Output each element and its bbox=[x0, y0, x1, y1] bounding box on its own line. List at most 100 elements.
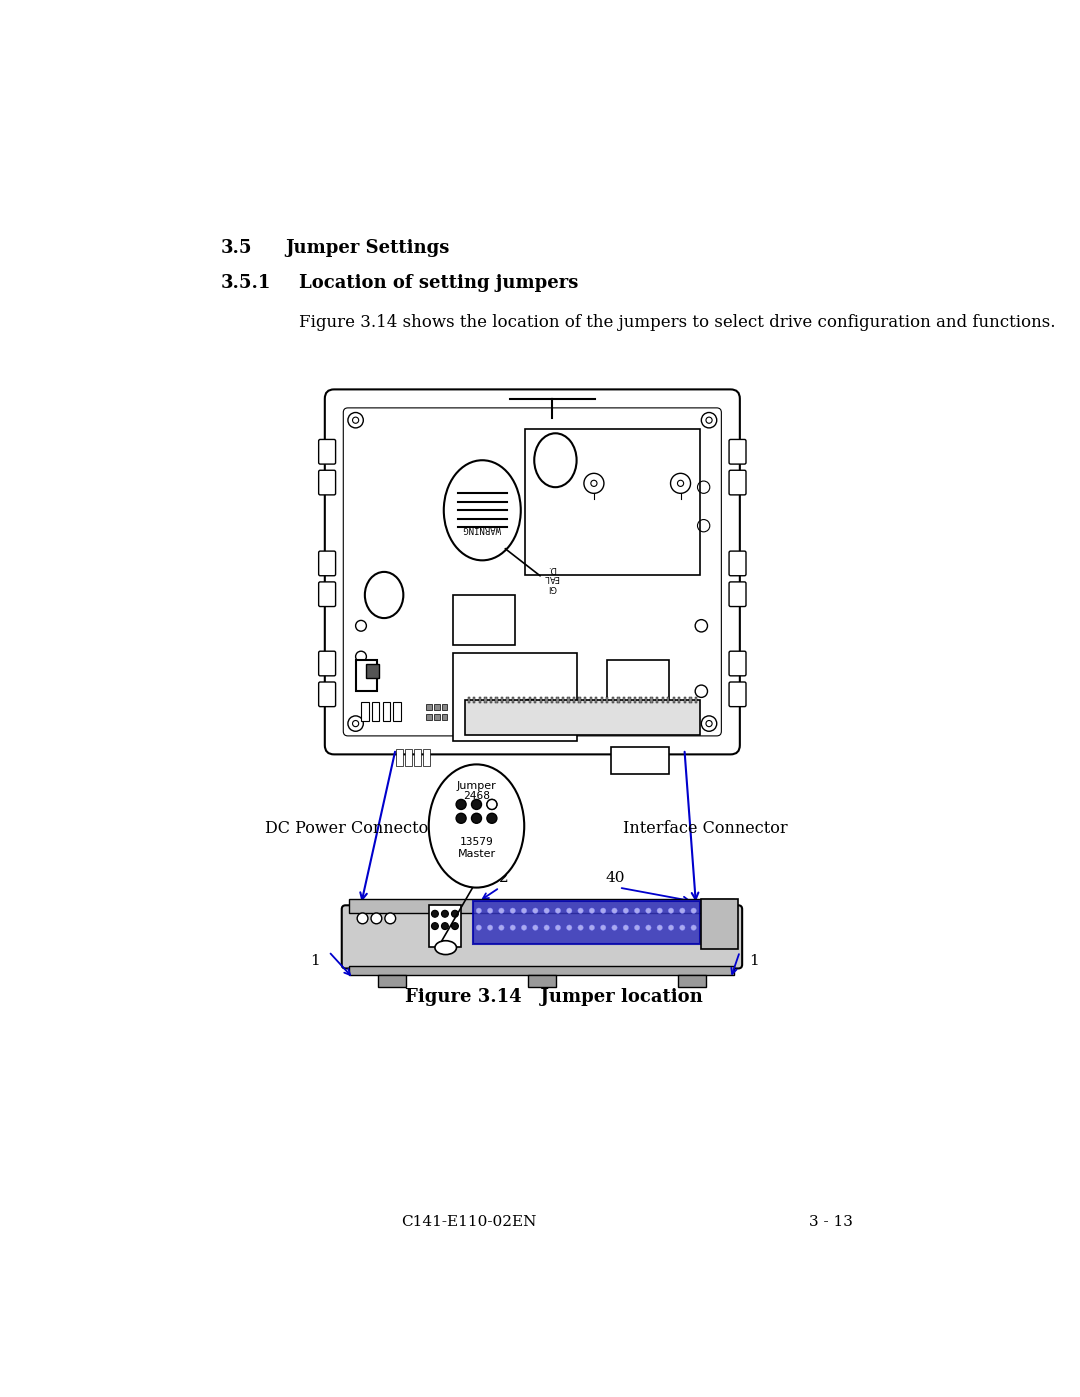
Text: 2468: 2468 bbox=[463, 791, 490, 800]
Text: 1: 1 bbox=[748, 954, 758, 968]
Circle shape bbox=[567, 908, 572, 914]
Bar bbox=[595, 697, 597, 703]
Bar bbox=[540, 697, 542, 703]
Bar bbox=[567, 697, 569, 703]
Text: 13579: 13579 bbox=[460, 837, 494, 847]
Bar bbox=[473, 697, 475, 703]
Bar bbox=[478, 697, 481, 703]
Bar bbox=[350, 967, 734, 975]
Bar bbox=[355, 661, 377, 692]
Bar bbox=[629, 697, 631, 703]
Text: 1: 1 bbox=[310, 954, 320, 968]
Bar bbox=[656, 697, 659, 703]
Ellipse shape bbox=[435, 940, 457, 954]
Circle shape bbox=[451, 922, 458, 929]
Circle shape bbox=[532, 908, 538, 914]
Circle shape bbox=[476, 925, 482, 930]
Circle shape bbox=[431, 911, 438, 918]
Circle shape bbox=[679, 925, 685, 930]
Circle shape bbox=[706, 418, 712, 423]
Circle shape bbox=[698, 520, 710, 532]
Circle shape bbox=[555, 908, 561, 914]
Bar bbox=[454, 652, 577, 742]
Bar bbox=[501, 697, 503, 703]
Bar bbox=[523, 697, 525, 703]
Bar bbox=[528, 697, 531, 703]
Circle shape bbox=[355, 620, 366, 631]
FancyBboxPatch shape bbox=[729, 651, 746, 676]
Bar bbox=[684, 697, 686, 703]
Circle shape bbox=[611, 908, 617, 914]
Circle shape bbox=[532, 925, 538, 930]
Circle shape bbox=[472, 813, 482, 823]
Circle shape bbox=[698, 481, 710, 493]
Circle shape bbox=[677, 481, 684, 486]
Circle shape bbox=[348, 715, 363, 731]
Circle shape bbox=[456, 799, 467, 809]
Circle shape bbox=[701, 715, 717, 731]
Text: D.: D. bbox=[546, 564, 556, 573]
Text: Jumper Settings: Jumper Settings bbox=[285, 239, 450, 257]
FancyBboxPatch shape bbox=[729, 583, 746, 606]
Bar bbox=[545, 697, 548, 703]
Bar bbox=[667, 697, 670, 703]
Bar bbox=[590, 697, 592, 703]
Text: Interface Connector: Interface Connector bbox=[623, 820, 787, 837]
FancyBboxPatch shape bbox=[729, 682, 746, 707]
Circle shape bbox=[669, 908, 674, 914]
Bar bbox=[473, 901, 700, 944]
Bar bbox=[517, 697, 519, 703]
Bar bbox=[393, 703, 401, 721]
Bar bbox=[535, 697, 537, 703]
Ellipse shape bbox=[429, 764, 524, 887]
Circle shape bbox=[487, 908, 492, 914]
Ellipse shape bbox=[535, 433, 577, 488]
Bar bbox=[427, 714, 432, 719]
Circle shape bbox=[578, 908, 583, 914]
Bar bbox=[645, 697, 647, 703]
Circle shape bbox=[442, 922, 448, 929]
Bar bbox=[361, 703, 368, 721]
Circle shape bbox=[352, 418, 359, 423]
Bar bbox=[434, 714, 440, 719]
Text: C141-E110-02EN: C141-E110-02EN bbox=[401, 1215, 537, 1229]
Circle shape bbox=[431, 922, 438, 929]
Text: 3.5: 3.5 bbox=[220, 239, 253, 257]
Circle shape bbox=[487, 925, 492, 930]
Bar bbox=[525, 429, 700, 576]
Bar bbox=[434, 704, 440, 711]
Text: 3 - 13: 3 - 13 bbox=[809, 1215, 852, 1229]
Text: WARNING: WARNING bbox=[463, 524, 501, 534]
Bar bbox=[526, 698, 536, 708]
Circle shape bbox=[691, 925, 697, 930]
Circle shape bbox=[472, 799, 482, 809]
Circle shape bbox=[691, 908, 697, 914]
Circle shape bbox=[348, 412, 363, 427]
FancyBboxPatch shape bbox=[319, 583, 336, 606]
Bar bbox=[496, 697, 498, 703]
Bar bbox=[650, 697, 652, 703]
Text: Jumper: Jumper bbox=[457, 781, 497, 791]
FancyBboxPatch shape bbox=[325, 390, 740, 754]
Circle shape bbox=[487, 799, 497, 809]
Text: EAL: EAL bbox=[543, 573, 559, 583]
Bar bbox=[528, 975, 556, 986]
Circle shape bbox=[522, 908, 527, 914]
Circle shape bbox=[669, 925, 674, 930]
Bar bbox=[512, 697, 514, 703]
Bar bbox=[468, 697, 470, 703]
Bar bbox=[378, 975, 406, 986]
Text: 40: 40 bbox=[606, 872, 625, 886]
Bar bbox=[350, 900, 734, 914]
Circle shape bbox=[590, 925, 595, 930]
Bar bbox=[395, 749, 403, 766]
Circle shape bbox=[634, 925, 639, 930]
Circle shape bbox=[544, 908, 550, 914]
Text: Location of setting jumpers: Location of setting jumpers bbox=[299, 274, 579, 292]
Bar bbox=[372, 703, 379, 721]
Bar bbox=[562, 697, 564, 703]
Bar bbox=[639, 697, 642, 703]
FancyBboxPatch shape bbox=[729, 440, 746, 464]
Circle shape bbox=[657, 925, 662, 930]
Bar bbox=[382, 703, 390, 721]
